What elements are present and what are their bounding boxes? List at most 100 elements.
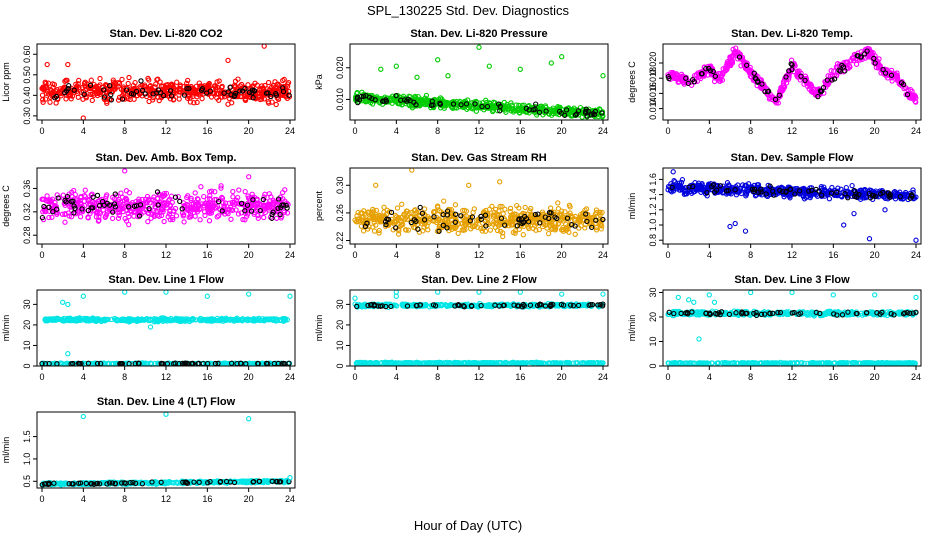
x-tick-label: 12	[161, 372, 171, 382]
data-point	[683, 75, 689, 81]
data-point	[126, 74, 132, 81]
data-point	[354, 96, 360, 102]
x-tick-label: 12	[787, 126, 797, 136]
x-tick-label: 24	[598, 250, 608, 260]
data-point	[851, 210, 857, 217]
data-point	[184, 80, 190, 86]
data-point	[841, 222, 847, 228]
x-tick-label: 24	[285, 250, 295, 260]
data-point	[798, 70, 804, 76]
data-point	[526, 110, 532, 116]
data-point	[246, 174, 252, 180]
data-point	[732, 220, 738, 227]
x-tick-label: 8	[435, 126, 440, 136]
y-tick-label: 1.0	[648, 219, 658, 232]
data-point	[806, 86, 812, 92]
data-point	[62, 90, 68, 96]
data-point	[886, 72, 893, 79]
plot-frame	[349, 167, 609, 245]
data-point	[510, 106, 516, 113]
data-point	[52, 88, 59, 94]
data-point	[724, 58, 731, 65]
data-point	[204, 293, 210, 299]
data-point	[230, 188, 236, 195]
data-point	[523, 105, 530, 112]
data-point	[743, 66, 749, 72]
data-point	[40, 97, 46, 103]
data-point	[64, 77, 70, 84]
y-tick-label: 0.30	[335, 177, 345, 195]
figure-title: SPL_130225 Std. Dev. Diagnostics	[367, 3, 570, 18]
data-point	[123, 87, 130, 93]
data-point	[752, 75, 758, 81]
data-point	[76, 84, 82, 91]
data-point	[742, 228, 749, 234]
data-point	[437, 100, 443, 106]
data-point	[273, 92, 280, 98]
data-point	[94, 92, 101, 99]
x-tick-label: 8	[748, 126, 753, 136]
x-tick-label: 16	[202, 372, 212, 382]
data-point	[225, 101, 231, 107]
data-point	[237, 88, 243, 94]
panel-title: Stan. Dev. Line 2 Flow	[421, 274, 537, 286]
x-tick-label: 16	[828, 250, 838, 260]
data-point	[583, 108, 589, 115]
x-tick-label: 0	[39, 250, 44, 260]
data-point	[731, 49, 738, 55]
data-point	[698, 71, 705, 77]
data-point	[273, 215, 280, 221]
y-axis-label: Licor ppm	[1, 62, 11, 102]
x-tick-label: 24	[911, 250, 921, 260]
panel-title: Stan. Dev. Li-820 Pressure	[410, 28, 547, 40]
data-point	[894, 74, 900, 80]
y-axis-label: degrees C	[1, 185, 11, 227]
data-point	[47, 99, 53, 105]
data-point	[472, 101, 478, 107]
x-tick-label: 20	[244, 126, 254, 136]
data-point	[186, 85, 192, 92]
data-point	[762, 88, 768, 95]
data-point	[272, 84, 278, 91]
data-point	[43, 84, 49, 91]
data-point	[828, 68, 834, 74]
data-point	[225, 89, 231, 95]
data-point	[177, 83, 183, 90]
data-point	[572, 112, 579, 118]
data-point	[265, 99, 271, 105]
data-point	[399, 201, 405, 207]
y-tick-label: 0.014	[648, 97, 658, 120]
y-tick-label: 0.40	[22, 87, 32, 105]
y-tick-label: 1.2	[648, 204, 658, 217]
y-tick-label: 0.8	[648, 234, 658, 247]
data-point	[185, 77, 191, 84]
data-point	[853, 61, 860, 67]
data-point	[250, 95, 256, 101]
data-point	[232, 83, 239, 89]
data-point	[463, 101, 470, 107]
y-tick-label: 0.018	[648, 67, 658, 90]
data-point	[547, 205, 554, 211]
data-point	[789, 66, 795, 73]
data-point	[89, 97, 95, 104]
y-tick-label: 0.020	[335, 56, 345, 79]
data-point	[44, 61, 50, 68]
data-point	[125, 96, 131, 102]
data-point	[246, 89, 253, 95]
data-point	[196, 80, 202, 86]
data-point	[197, 217, 203, 223]
data-point	[139, 87, 146, 94]
data-point	[466, 182, 472, 188]
data-point	[138, 78, 144, 84]
y-axis: 0.280.320.36	[22, 180, 37, 244]
data-point	[256, 87, 262, 93]
data-point	[198, 184, 204, 190]
data-point	[744, 62, 750, 68]
x-tick-label: 24	[911, 126, 921, 136]
y-tick-label: 0.016	[648, 82, 658, 105]
data-point	[97, 87, 103, 93]
data-point	[228, 216, 234, 222]
